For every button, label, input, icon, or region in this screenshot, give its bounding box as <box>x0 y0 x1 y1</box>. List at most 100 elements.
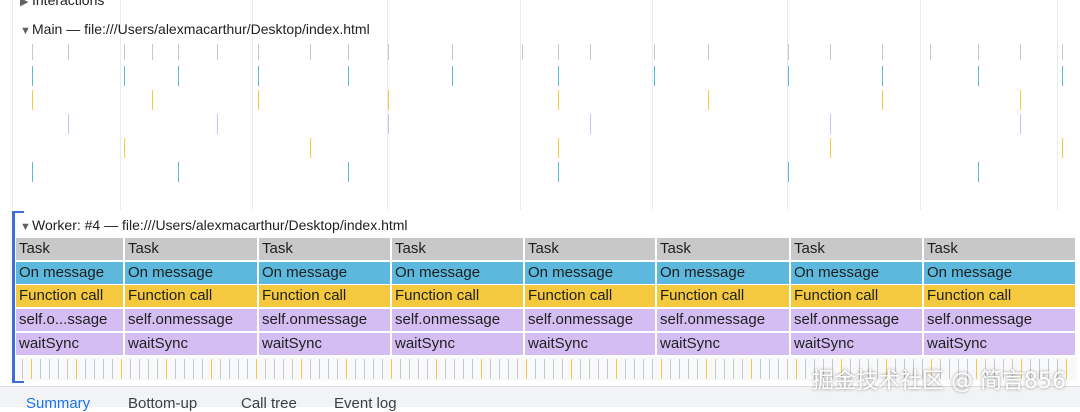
self-onmessage-event[interactable]: self.onmessage <box>125 309 259 331</box>
worker-call-event[interactable] <box>337 359 338 379</box>
worker-call-event[interactable] <box>571 359 572 379</box>
main-thread-event[interactable] <box>217 114 218 134</box>
main-track-header[interactable]: ▼Main — file:///Users/alexmacarthur/Desk… <box>20 21 370 37</box>
main-thread-event[interactable] <box>258 66 259 86</box>
wait-sync-event[interactable]: waitSync <box>791 333 924 355</box>
worker-call-event[interactable] <box>346 359 347 379</box>
main-thread-event[interactable] <box>152 44 153 60</box>
worker-call-event[interactable] <box>940 359 941 379</box>
worker-call-event[interactable] <box>1066 359 1067 379</box>
main-thread-flamechart[interactable] <box>12 0 1080 210</box>
worker-call-event[interactable] <box>418 359 419 379</box>
main-thread-event[interactable] <box>558 162 559 182</box>
worker-call-event[interactable] <box>742 359 743 379</box>
main-thread-event[interactable] <box>654 44 655 60</box>
task-event[interactable]: Task <box>657 238 791 260</box>
worker-call-event[interactable] <box>103 359 104 379</box>
self-onmessage-event[interactable]: self.onmessage <box>392 309 525 331</box>
main-thread-event[interactable] <box>788 162 789 182</box>
tab-bottom-up[interactable]: Bottom-up <box>128 395 198 412</box>
main-thread-event[interactable] <box>708 90 709 110</box>
worker-call-event[interactable] <box>868 359 869 379</box>
worker-call-event[interactable] <box>544 359 545 379</box>
worker-call-event[interactable] <box>616 359 617 379</box>
worker-call-event[interactable] <box>796 359 797 379</box>
worker-call-event[interactable] <box>454 359 455 379</box>
worker-call-event[interactable] <box>670 359 671 379</box>
main-thread-event[interactable] <box>32 66 33 86</box>
worker-track-header[interactable]: ▼Worker: #4 — file:///Users/alexmacarthu… <box>20 217 408 233</box>
on-message-event[interactable]: On message <box>16 262 125 284</box>
function-call-event[interactable]: Function call <box>392 285 525 307</box>
worker-call-event[interactable] <box>589 359 590 379</box>
main-thread-event[interactable] <box>882 44 883 60</box>
worker-call-event[interactable] <box>643 359 644 379</box>
main-thread-event[interactable] <box>830 114 831 134</box>
task-event[interactable]: Task <box>924 238 1077 260</box>
task-event[interactable]: Task <box>525 238 657 260</box>
main-thread-event[interactable] <box>124 66 125 86</box>
main-thread-event[interactable] <box>882 90 883 110</box>
worker-call-event[interactable] <box>355 359 356 379</box>
worker-call-event[interactable] <box>490 359 491 379</box>
main-thread-event[interactable] <box>522 44 523 60</box>
worker-call-event[interactable] <box>373 359 374 379</box>
worker-deep-calls-strip[interactable] <box>16 357 1077 381</box>
main-thread-event[interactable] <box>1020 90 1021 110</box>
collapse-arrow-icon[interactable]: ▼ <box>20 221 31 233</box>
worker-call-event[interactable] <box>292 359 293 379</box>
worker-call-event[interactable] <box>976 359 977 379</box>
main-thread-event[interactable] <box>68 114 69 134</box>
main-thread-event[interactable] <box>32 90 33 110</box>
worker-call-event[interactable] <box>679 359 680 379</box>
worker-call-event[interactable] <box>481 359 482 379</box>
worker-call-event[interactable] <box>715 359 716 379</box>
on-message-event[interactable]: On message <box>392 262 525 284</box>
worker-call-event[interactable] <box>526 359 527 379</box>
worker-call-event[interactable] <box>310 359 311 379</box>
main-thread-event[interactable] <box>124 44 125 60</box>
worker-call-event[interactable] <box>832 359 833 379</box>
worker-call-event[interactable] <box>184 359 185 379</box>
worker-call-event[interactable] <box>157 359 158 379</box>
worker-call-event[interactable] <box>634 359 635 379</box>
worker-call-event[interactable] <box>697 359 698 379</box>
main-thread-event[interactable] <box>310 44 311 60</box>
main-thread-event[interactable] <box>830 138 831 158</box>
function-call-event[interactable]: Function call <box>125 285 259 307</box>
worker-call-event[interactable] <box>1030 359 1031 379</box>
worker-call-event[interactable] <box>535 359 536 379</box>
function-call-event[interactable]: Function call <box>259 285 392 307</box>
worker-call-event[interactable] <box>904 359 905 379</box>
main-thread-event[interactable] <box>978 66 979 86</box>
worker-call-event[interactable] <box>553 359 554 379</box>
worker-call-event[interactable] <box>193 359 194 379</box>
worker-call-event[interactable] <box>427 359 428 379</box>
task-event[interactable]: Task <box>16 238 125 260</box>
worker-call-event[interactable] <box>652 359 653 379</box>
on-message-event[interactable]: On message <box>657 262 791 284</box>
worker-call-event[interactable] <box>319 359 320 379</box>
worker-call-event[interactable] <box>850 359 851 379</box>
main-thread-event[interactable] <box>708 44 709 60</box>
worker-call-event[interactable] <box>994 359 995 379</box>
self-onmessage-event[interactable]: self.onmessage <box>525 309 657 331</box>
worker-call-event[interactable] <box>49 359 50 379</box>
worker-call-event[interactable] <box>211 359 212 379</box>
self-onmessage-event[interactable]: self.onmessage <box>259 309 392 331</box>
worker-call-event[interactable] <box>1057 359 1058 379</box>
main-thread-event[interactable] <box>258 90 259 110</box>
main-thread-event[interactable] <box>258 44 259 60</box>
worker-call-event[interactable] <box>94 359 95 379</box>
wait-sync-event[interactable]: waitSync <box>392 333 525 355</box>
interactions-track-header[interactable]: ▶ Interactions <box>20 0 104 8</box>
worker-call-event[interactable] <box>76 359 77 379</box>
worker-call-event[interactable] <box>328 359 329 379</box>
function-call-event[interactable]: Function call <box>16 285 125 307</box>
wait-sync-event[interactable]: waitSync <box>125 333 259 355</box>
worker-call-event[interactable] <box>886 359 887 379</box>
main-thread-event[interactable] <box>1020 114 1021 134</box>
worker-call-event[interactable] <box>274 359 275 379</box>
worker-call-event[interactable] <box>499 359 500 379</box>
worker-call-event[interactable] <box>364 359 365 379</box>
